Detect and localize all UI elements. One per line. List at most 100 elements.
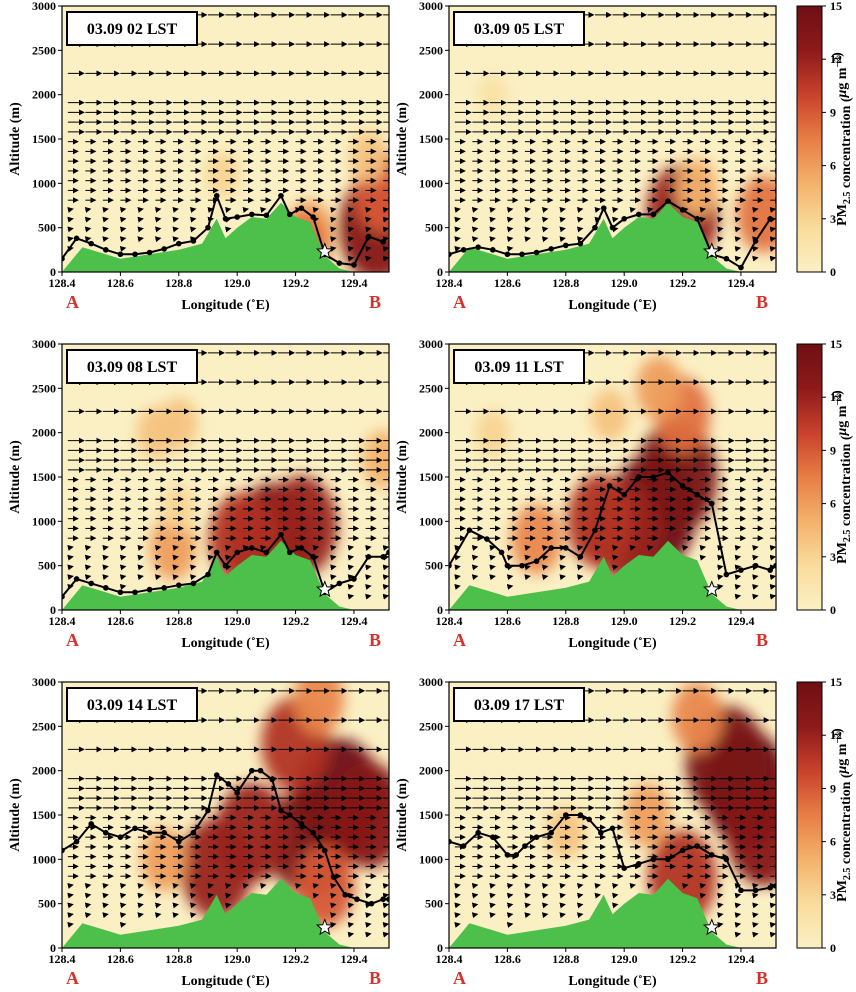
wind-arrow [752,593,759,600]
boundary-layer-point [609,825,616,832]
wind-arrow [382,564,389,571]
wind-arrow [717,216,724,223]
wind-arrow [612,554,619,561]
wind-arrow [312,882,320,889]
wind-arrow [382,255,389,262]
wind-arrow [172,226,179,233]
wind-arrow [102,892,109,899]
end-point-label: B [756,968,768,988]
wind-arrow [717,206,724,213]
wind-arrow [752,583,759,590]
pm25-hotspot [736,176,776,253]
site-star-icon [315,918,334,936]
site-star-icon [315,580,334,598]
wind-arrow [207,882,214,889]
x-tick-label: 128.8 [165,276,192,290]
wind-arrow [137,902,144,909]
wind-arrow [365,921,372,928]
x-tick-label: 128.6 [107,276,134,290]
boundary-layer-point [213,549,220,556]
panel-5: 0 500 1000 1500 2000 2500 3000 128.4 128.6 128.8 1… [8,675,390,989]
boundary-layer-point [650,856,657,863]
wind-arrow [576,882,584,889]
y-tick-label: 1500 [32,470,56,484]
boundary-layer-point [679,483,686,489]
wind-arrow [471,216,479,223]
wind-arrow [576,564,584,571]
boundary-layer-point [161,585,167,591]
boundary-layer-point [117,589,124,596]
wind-arrow [172,912,179,919]
x-tick-label: 128.4 [436,276,463,290]
wind-arrow [734,912,742,919]
boundary-layer-point [694,216,700,222]
start-point-label: A [453,630,466,650]
x-tick-label: 129.4 [727,276,754,290]
wind-arrow [454,206,461,213]
colorbar-gradient [796,5,823,273]
wind-arrow [454,245,461,252]
wind-arrow [365,583,372,590]
wind-arrow [559,912,566,919]
wind-arrow [154,892,162,899]
y-tick-label: 1000 [419,514,443,528]
boundary-layer-point [132,589,138,596]
wind-arrow [541,236,549,243]
wind-arrow [647,206,654,213]
panel-4: 0 500 1000 1500 2000 2500 3000 128.4 128.6 128.8 1… [395,337,777,651]
y-tick-label: 500 [38,559,56,573]
wind-arrow [225,892,232,899]
boundary-layer-point [365,233,372,240]
wind-arrow [67,892,74,899]
wind-vectors [454,687,776,938]
wind-arrow [471,892,479,899]
wind-arrow [382,245,389,252]
x-tick-label: 128.6 [107,952,134,966]
boundary-layer-point [773,562,776,569]
wind-arrow [524,216,531,223]
wind-arrow [347,255,355,262]
wind-arrow [752,574,759,581]
terrain [449,878,776,948]
boundary-layer-point [73,235,80,242]
boundary-layer-point [665,469,671,476]
colorbar-tick-label: 0 [830,603,836,617]
start-point-label: A [453,292,466,312]
boundary-layer-point [175,582,182,588]
wind-arrow [489,554,496,561]
wind-arrow [225,902,232,909]
x-tick-label: 129.4 [340,614,367,628]
panel-title: 03.09 17 LST [474,697,565,714]
boundary-layer-point [475,244,481,250]
wind-arrow [576,236,584,243]
y-tick-label: 2000 [419,88,443,102]
wind-arrow [506,236,514,243]
wind-arrow [172,216,179,223]
wind-arrow [189,206,197,213]
x-tick-label: 128.8 [552,614,579,628]
wind-arrow [734,892,742,899]
wind-arrow [769,574,776,581]
boundary-layer-point [767,884,773,891]
boundary-layer-point [723,571,730,578]
y-tick-label: 500 [425,559,443,573]
wind-arrow [330,882,337,889]
wind-arrow [137,574,144,581]
wind-arrow [330,912,337,919]
colorbar-gradient [796,681,823,949]
wind-arrow [489,912,496,919]
wind-arrow [769,593,776,600]
wind-arrow [172,882,179,889]
wind-arrow [769,255,776,262]
wind-arrow [506,882,514,889]
wind-arrow [752,892,759,899]
x-tick-label: 129.2 [282,952,309,966]
boundary-layer-point [310,214,316,220]
y-tick-label: 0 [437,941,443,955]
boundary-layer-point [73,838,80,845]
wind-arrow [489,574,496,581]
wind-arrow [559,902,566,909]
wind-arrow [154,564,162,571]
wind-arrow [506,921,514,928]
boundary-layer-point [62,593,65,600]
